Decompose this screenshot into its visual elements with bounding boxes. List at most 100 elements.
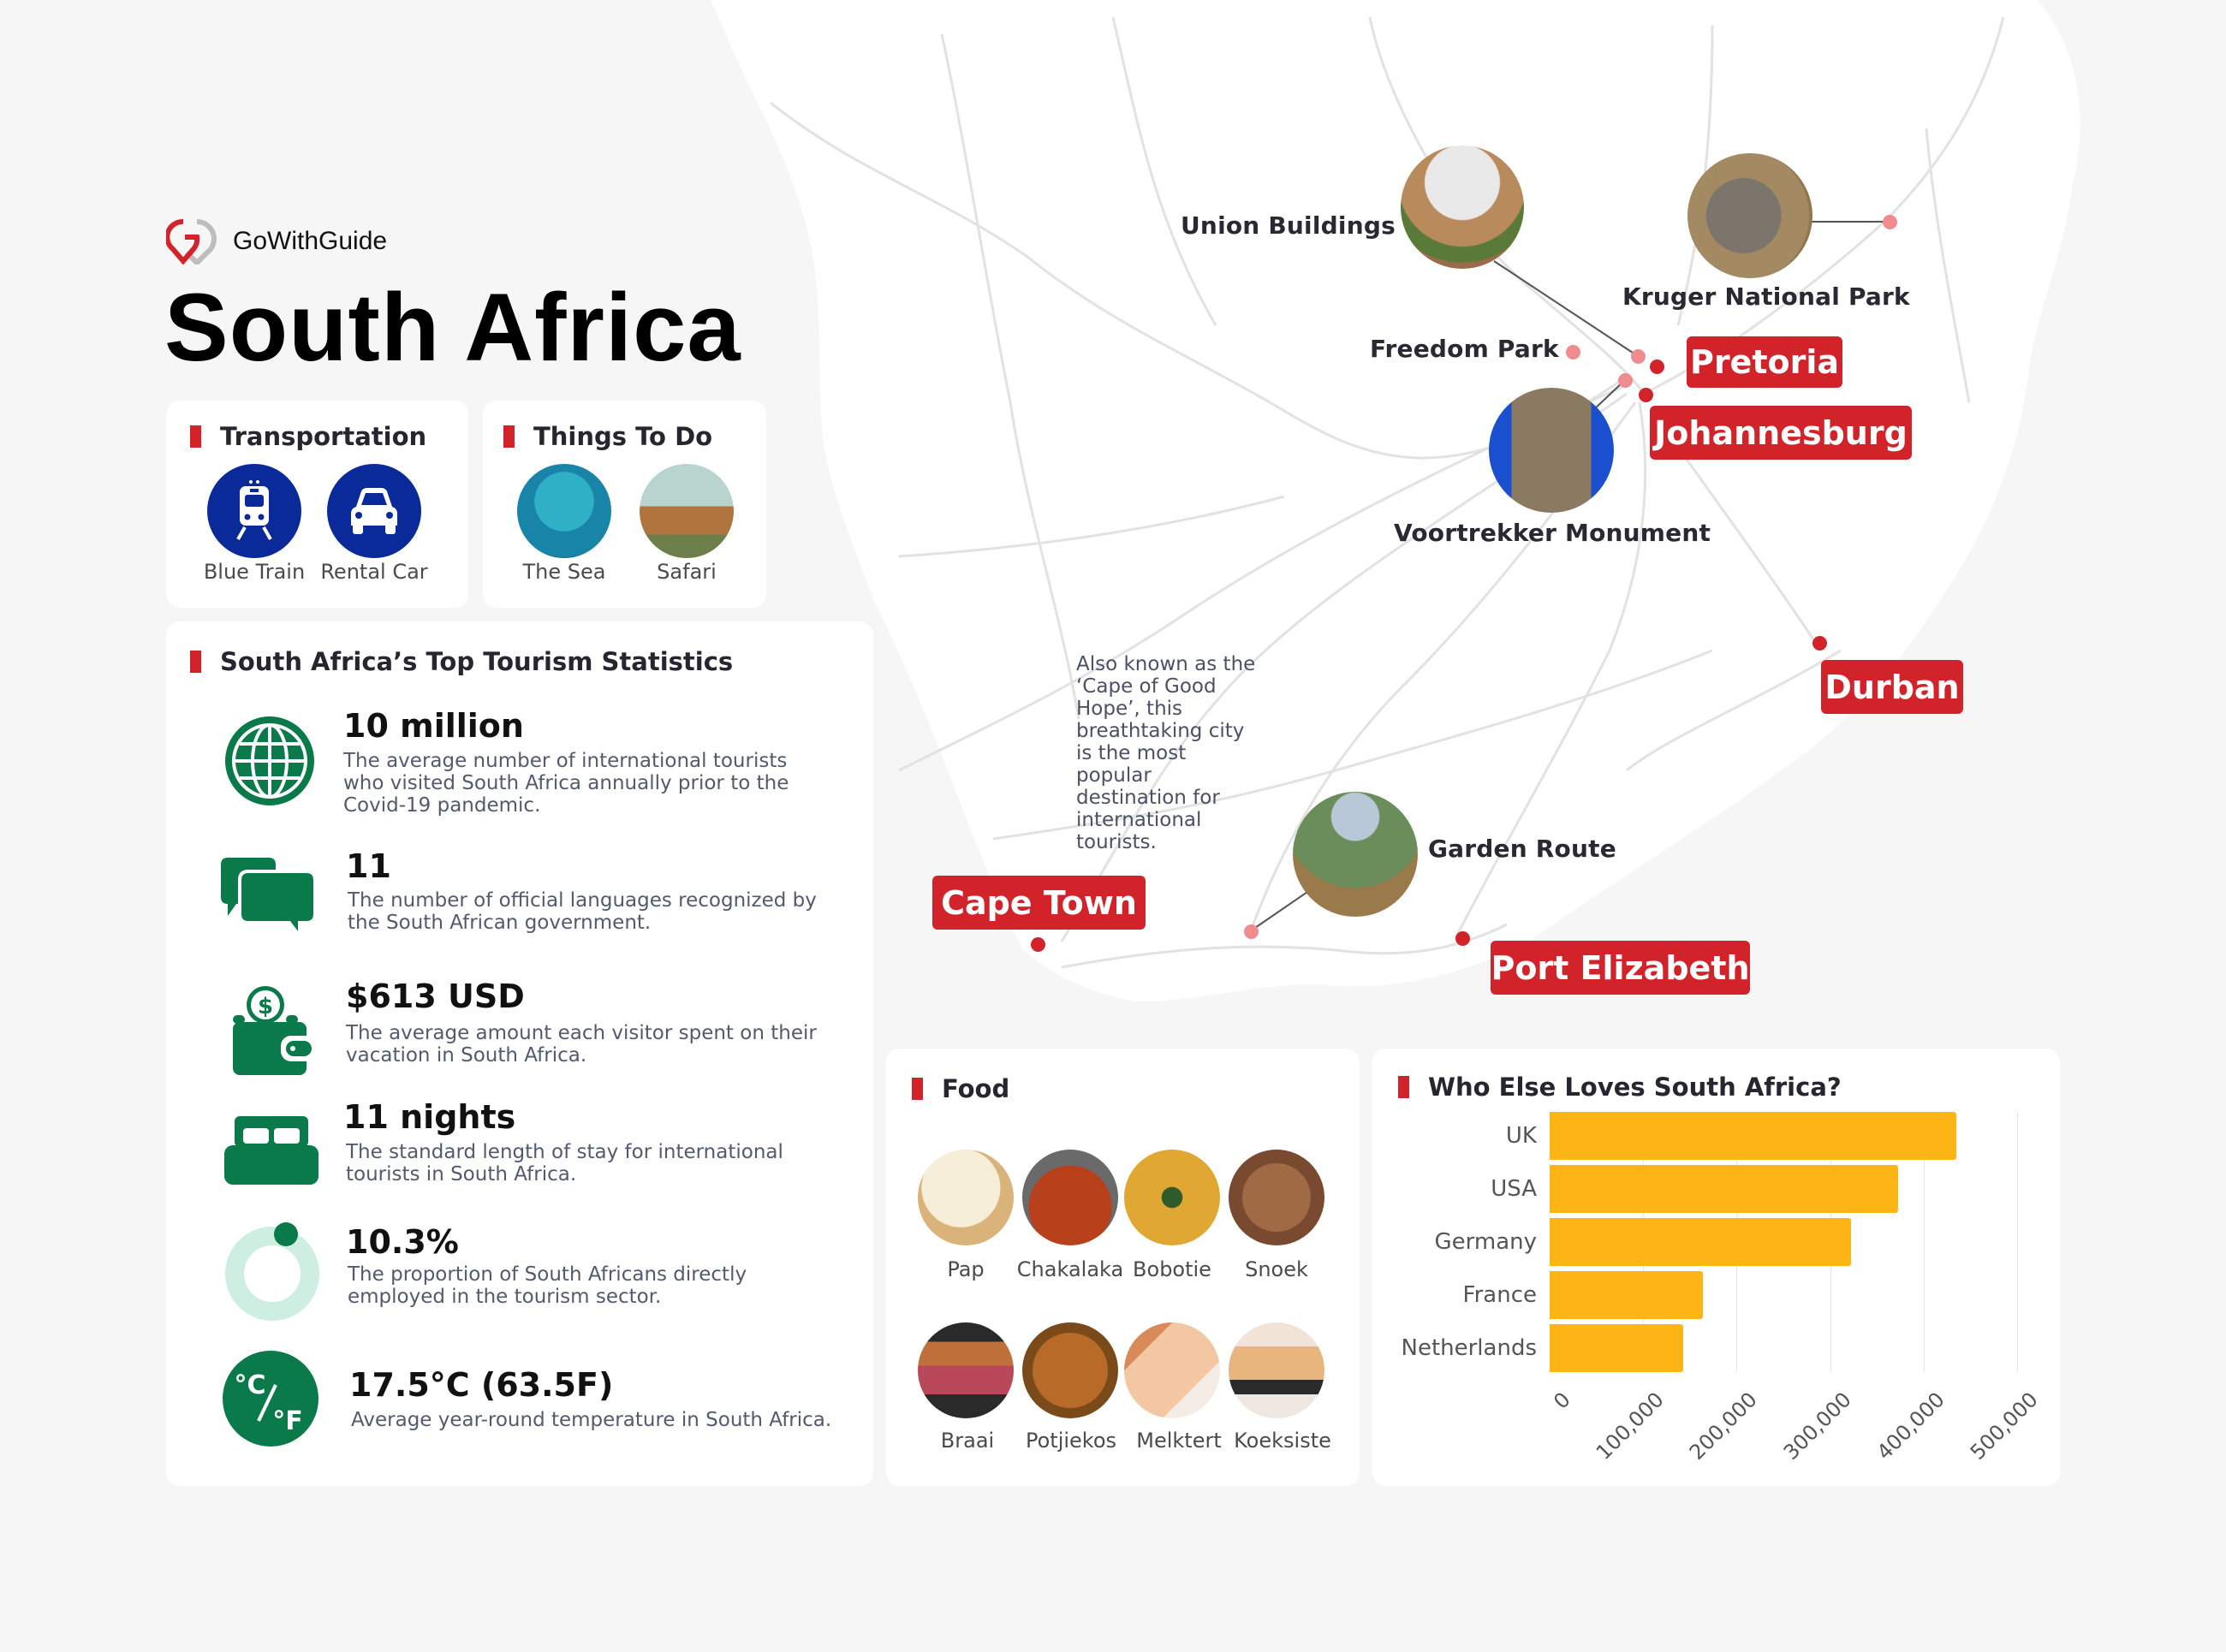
port-elizabeth-marker (1455, 931, 1470, 946)
svg-text:°F: °F (272, 1406, 303, 1436)
bar-germany[interactable] (1550, 1218, 1851, 1266)
map-label-voortrekker-monument: Voortrekker Monument (1394, 519, 1711, 547)
stat-value-employment: 10.3% (346, 1223, 459, 1261)
bar-usa[interactable] (1550, 1165, 1898, 1213)
food-label-chakalaka: Chakalaka (1016, 1257, 1124, 1281)
stat-desc-temperature: Average year-round temperature in South … (351, 1409, 832, 1431)
page-title: South Africa (164, 274, 741, 381)
stat-value-spending: $613 USD (346, 978, 525, 1015)
transportation-heading: Transportation (190, 422, 426, 451)
chart-heading: Who Else Loves South Africa? (1398, 1073, 1842, 1102)
food-pap-photo[interactable] (918, 1150, 1014, 1245)
x-tick-500k: 500,000 (1965, 1388, 2043, 1465)
x-tick-200k: 200,000 (1684, 1388, 1762, 1465)
visitors-chart-panel: Who Else Loves South Africa? UK USA Germ… (1372, 1049, 2060, 1486)
y-label-uk: UK (1505, 1123, 1537, 1149)
x-tick-400k: 400,000 (1872, 1388, 1949, 1465)
food-braai-photo[interactable] (918, 1322, 1014, 1418)
heading-accent-bar (190, 425, 201, 448)
speech-bubbles-icon (221, 858, 317, 940)
donut-progress-icon (225, 1222, 319, 1321)
kruger-elephants-photo (1687, 153, 1812, 278)
brand-name: GoWithGuide (233, 227, 388, 255)
voortrekker-monument-photo (1489, 388, 1614, 513)
food-heading: Food (912, 1074, 1009, 1103)
stat-value-temperature: 17.5°C (63.5F) (349, 1366, 614, 1404)
transportation-heading-text: Transportation (220, 422, 427, 451)
bar-netherlands[interactable] (1550, 1324, 1683, 1372)
garden-route-photo (1293, 792, 1418, 917)
chart-heading-text: Who Else Loves South Africa? (1428, 1073, 1842, 1102)
car-icon (351, 488, 397, 534)
city-label-port-elizabeth[interactable]: Port Elizabeth (1491, 941, 1750, 995)
food-label-potjiekos: Potjiekos (1025, 1429, 1117, 1453)
kruger-marker (1883, 215, 1897, 229)
food-label-snoek: Snoek (1245, 1257, 1308, 1281)
food-chakalaka-photo[interactable] (1022, 1150, 1118, 1245)
cape-town-note: Also known as the ‘Cape of Good Hope’, t… (1076, 653, 1256, 853)
y-label-germany: Germany (1434, 1229, 1537, 1255)
union-buildings-photo (1401, 146, 1524, 269)
stat-value-languages: 11 (346, 847, 391, 885)
celsius-fahrenheit-icon: °C °F (223, 1351, 318, 1447)
food-label-melktert: Melktert (1136, 1429, 1222, 1453)
city-label-cape-town[interactable]: Cape Town (932, 876, 1146, 930)
things-to-do-panel: Things To Do The Sea Safari (483, 401, 766, 608)
wallet-icon: $ (233, 986, 315, 1075)
food-bobotie-photo[interactable] (1124, 1150, 1220, 1245)
heading-accent-bar (190, 651, 201, 673)
train-icon (236, 480, 272, 540)
stat-value-stay: 11 nights (343, 1098, 516, 1136)
city-label-johannesburg[interactable]: Johannesburg (1650, 406, 1912, 460)
city-label-durban[interactable]: Durban (1821, 660, 1963, 714)
brand-logo[interactable]: GoWithGuide (166, 218, 387, 264)
x-tick-100k: 100,000 (1591, 1388, 1669, 1465)
things-to-do-heading-text: Things To Do (533, 422, 713, 451)
freedom-park-marker (1566, 345, 1580, 360)
safari-label: Safari (657, 560, 717, 584)
food-label-pap: Pap (947, 1257, 985, 1281)
pretoria-marker (1650, 360, 1664, 374)
rental-car-button[interactable] (327, 464, 421, 558)
stat-desc-spending: The average amount each visitor spent on… (346, 1022, 817, 1067)
cape-town-marker (1031, 937, 1045, 952)
map-label-freedom-park: Freedom Park (1370, 335, 1559, 363)
gridline-400k (1924, 1112, 1925, 1372)
food-koeksiste-photo[interactable] (1229, 1322, 1324, 1418)
stat-desc-stay: The standard length of stay for internat… (346, 1141, 783, 1186)
safari-photo[interactable] (640, 464, 734, 558)
svg-text:°C: °C (234, 1370, 265, 1400)
stat-desc-employment: The proportion of South Africans directl… (348, 1263, 747, 1308)
bed-icon (224, 1116, 318, 1185)
the-sea-photo[interactable] (517, 464, 611, 558)
gridline-500k (2017, 1112, 2018, 1372)
map-label-kruger-national-park: Kruger National Park (1622, 282, 1910, 311)
food-heading-text: Food (942, 1074, 1010, 1103)
x-tick-300k: 300,000 (1778, 1388, 1856, 1465)
voortrekker-marker (1618, 373, 1633, 388)
y-label-france: France (1462, 1282, 1537, 1308)
food-label-koeksiste: Koeksiste (1234, 1429, 1331, 1453)
food-label-braai: Braai (940, 1429, 995, 1453)
bar-france[interactable] (1550, 1271, 1703, 1319)
heading-accent-bar (1398, 1076, 1409, 1098)
food-label-bobotie: Bobotie (1133, 1257, 1211, 1281)
blue-train-button[interactable] (207, 464, 301, 558)
map-pin-gg-logo-icon (166, 219, 217, 264)
food-snoek-photo[interactable] (1229, 1150, 1324, 1245)
heading-accent-bar (503, 425, 515, 448)
svg-text:$: $ (258, 994, 273, 1019)
y-label-netherlands: Netherlands (1401, 1335, 1538, 1361)
stat-value-tourists: 10 million (343, 707, 524, 745)
food-potjiekos-photo[interactable] (1022, 1322, 1118, 1418)
food-panel: Food Pap Chakalaka Bobotie Snoek Braai P… (886, 1049, 1360, 1486)
garden-route-marker (1244, 924, 1259, 939)
food-melktert-photo[interactable] (1124, 1322, 1220, 1418)
globe-icon (225, 716, 314, 805)
x-tick-0: 0 (1549, 1388, 1575, 1414)
statistics-panel: South Africa’s Top Tourism Statistics 10… (166, 621, 873, 1486)
bar-uk[interactable] (1550, 1112, 1956, 1160)
map-label-union-buildings: Union Buildings (1181, 211, 1396, 240)
city-label-pretoria[interactable]: Pretoria (1687, 336, 1842, 388)
